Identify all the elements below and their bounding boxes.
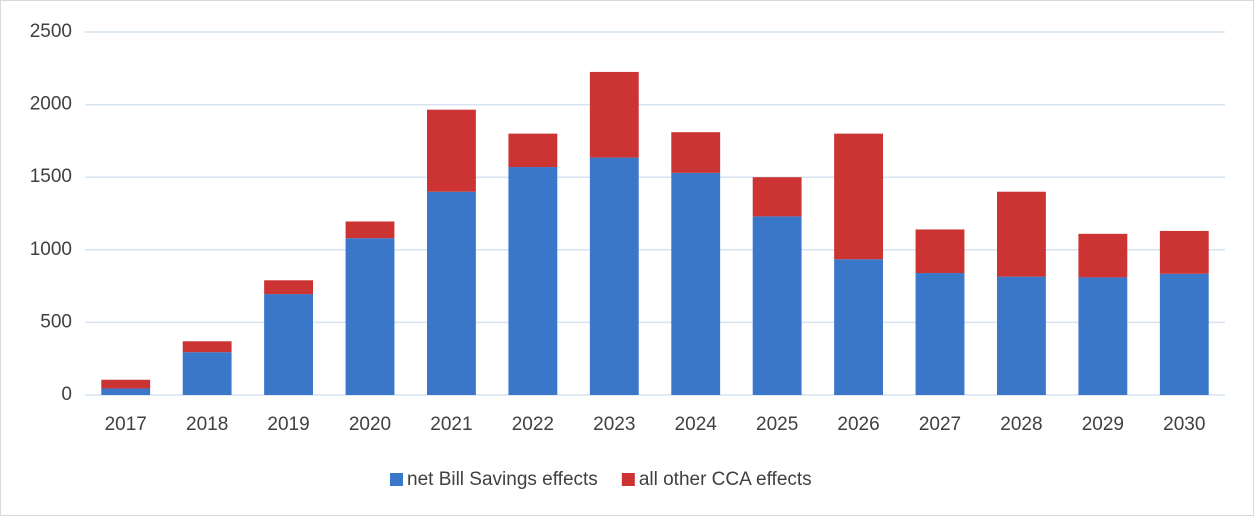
bar-segment	[101, 388, 151, 395]
x-tick-label: 2018	[186, 414, 228, 435]
bar-segment	[264, 280, 313, 295]
x-tick-label: 2026	[837, 414, 879, 435]
bar-segment	[264, 294, 313, 395]
x-tick-label: 2021	[430, 414, 472, 435]
bar-segment	[427, 191, 476, 395]
bar-segment	[1159, 230, 1209, 274]
bar-segment	[182, 352, 232, 395]
bar-segment	[915, 273, 965, 395]
y-tick-label: 1500	[30, 166, 72, 187]
bar-segment	[345, 238, 395, 395]
x-tick-label: 2022	[512, 414, 554, 435]
bar-segment	[182, 341, 232, 353]
bar-segment	[508, 133, 558, 168]
bar-segment	[752, 177, 802, 217]
y-tick-label: 500	[40, 311, 72, 332]
x-tick-label: 2029	[1082, 414, 1124, 435]
x-tick-label: 2020	[349, 414, 391, 435]
bar-segment	[834, 133, 883, 260]
bar-segment	[589, 71, 639, 158]
bar-segment	[997, 276, 1046, 395]
bar-segment	[752, 216, 802, 395]
legend-label: net Bill Savings effects	[407, 469, 598, 490]
bar-segment	[345, 221, 395, 239]
bar-segment	[671, 172, 721, 395]
x-tick-label: 2025	[756, 414, 798, 435]
y-tick-label: 2500	[30, 21, 72, 42]
bar-segment	[101, 379, 151, 389]
bar-segment	[589, 157, 639, 395]
legend-label: all other CCA effects	[639, 469, 812, 490]
x-tick-label: 2019	[267, 414, 309, 435]
bar-segment	[427, 109, 476, 192]
legend-swatch	[621, 473, 635, 486]
bar-segment	[834, 259, 883, 395]
bar-segment	[508, 167, 558, 395]
y-tick-label: 1000	[30, 239, 72, 260]
bar-segment	[1078, 233, 1128, 278]
y-tick-label: 2000	[30, 94, 72, 115]
x-tick-label: 2030	[1163, 414, 1205, 435]
bar-segment	[671, 132, 721, 173]
x-tick-label: 2024	[675, 414, 718, 435]
bar-segment	[1159, 273, 1209, 395]
y-tick-label: 0	[61, 384, 72, 405]
bar-segment	[915, 229, 965, 274]
bar-segment	[997, 191, 1046, 277]
x-tick-label: 2017	[105, 414, 147, 435]
x-tick-label: 2027	[919, 414, 961, 435]
x-tick-label: 2023	[593, 414, 635, 435]
bar-segment	[1078, 277, 1128, 395]
legend-swatch	[390, 473, 403, 486]
x-tick-label: 2028	[1000, 414, 1042, 435]
